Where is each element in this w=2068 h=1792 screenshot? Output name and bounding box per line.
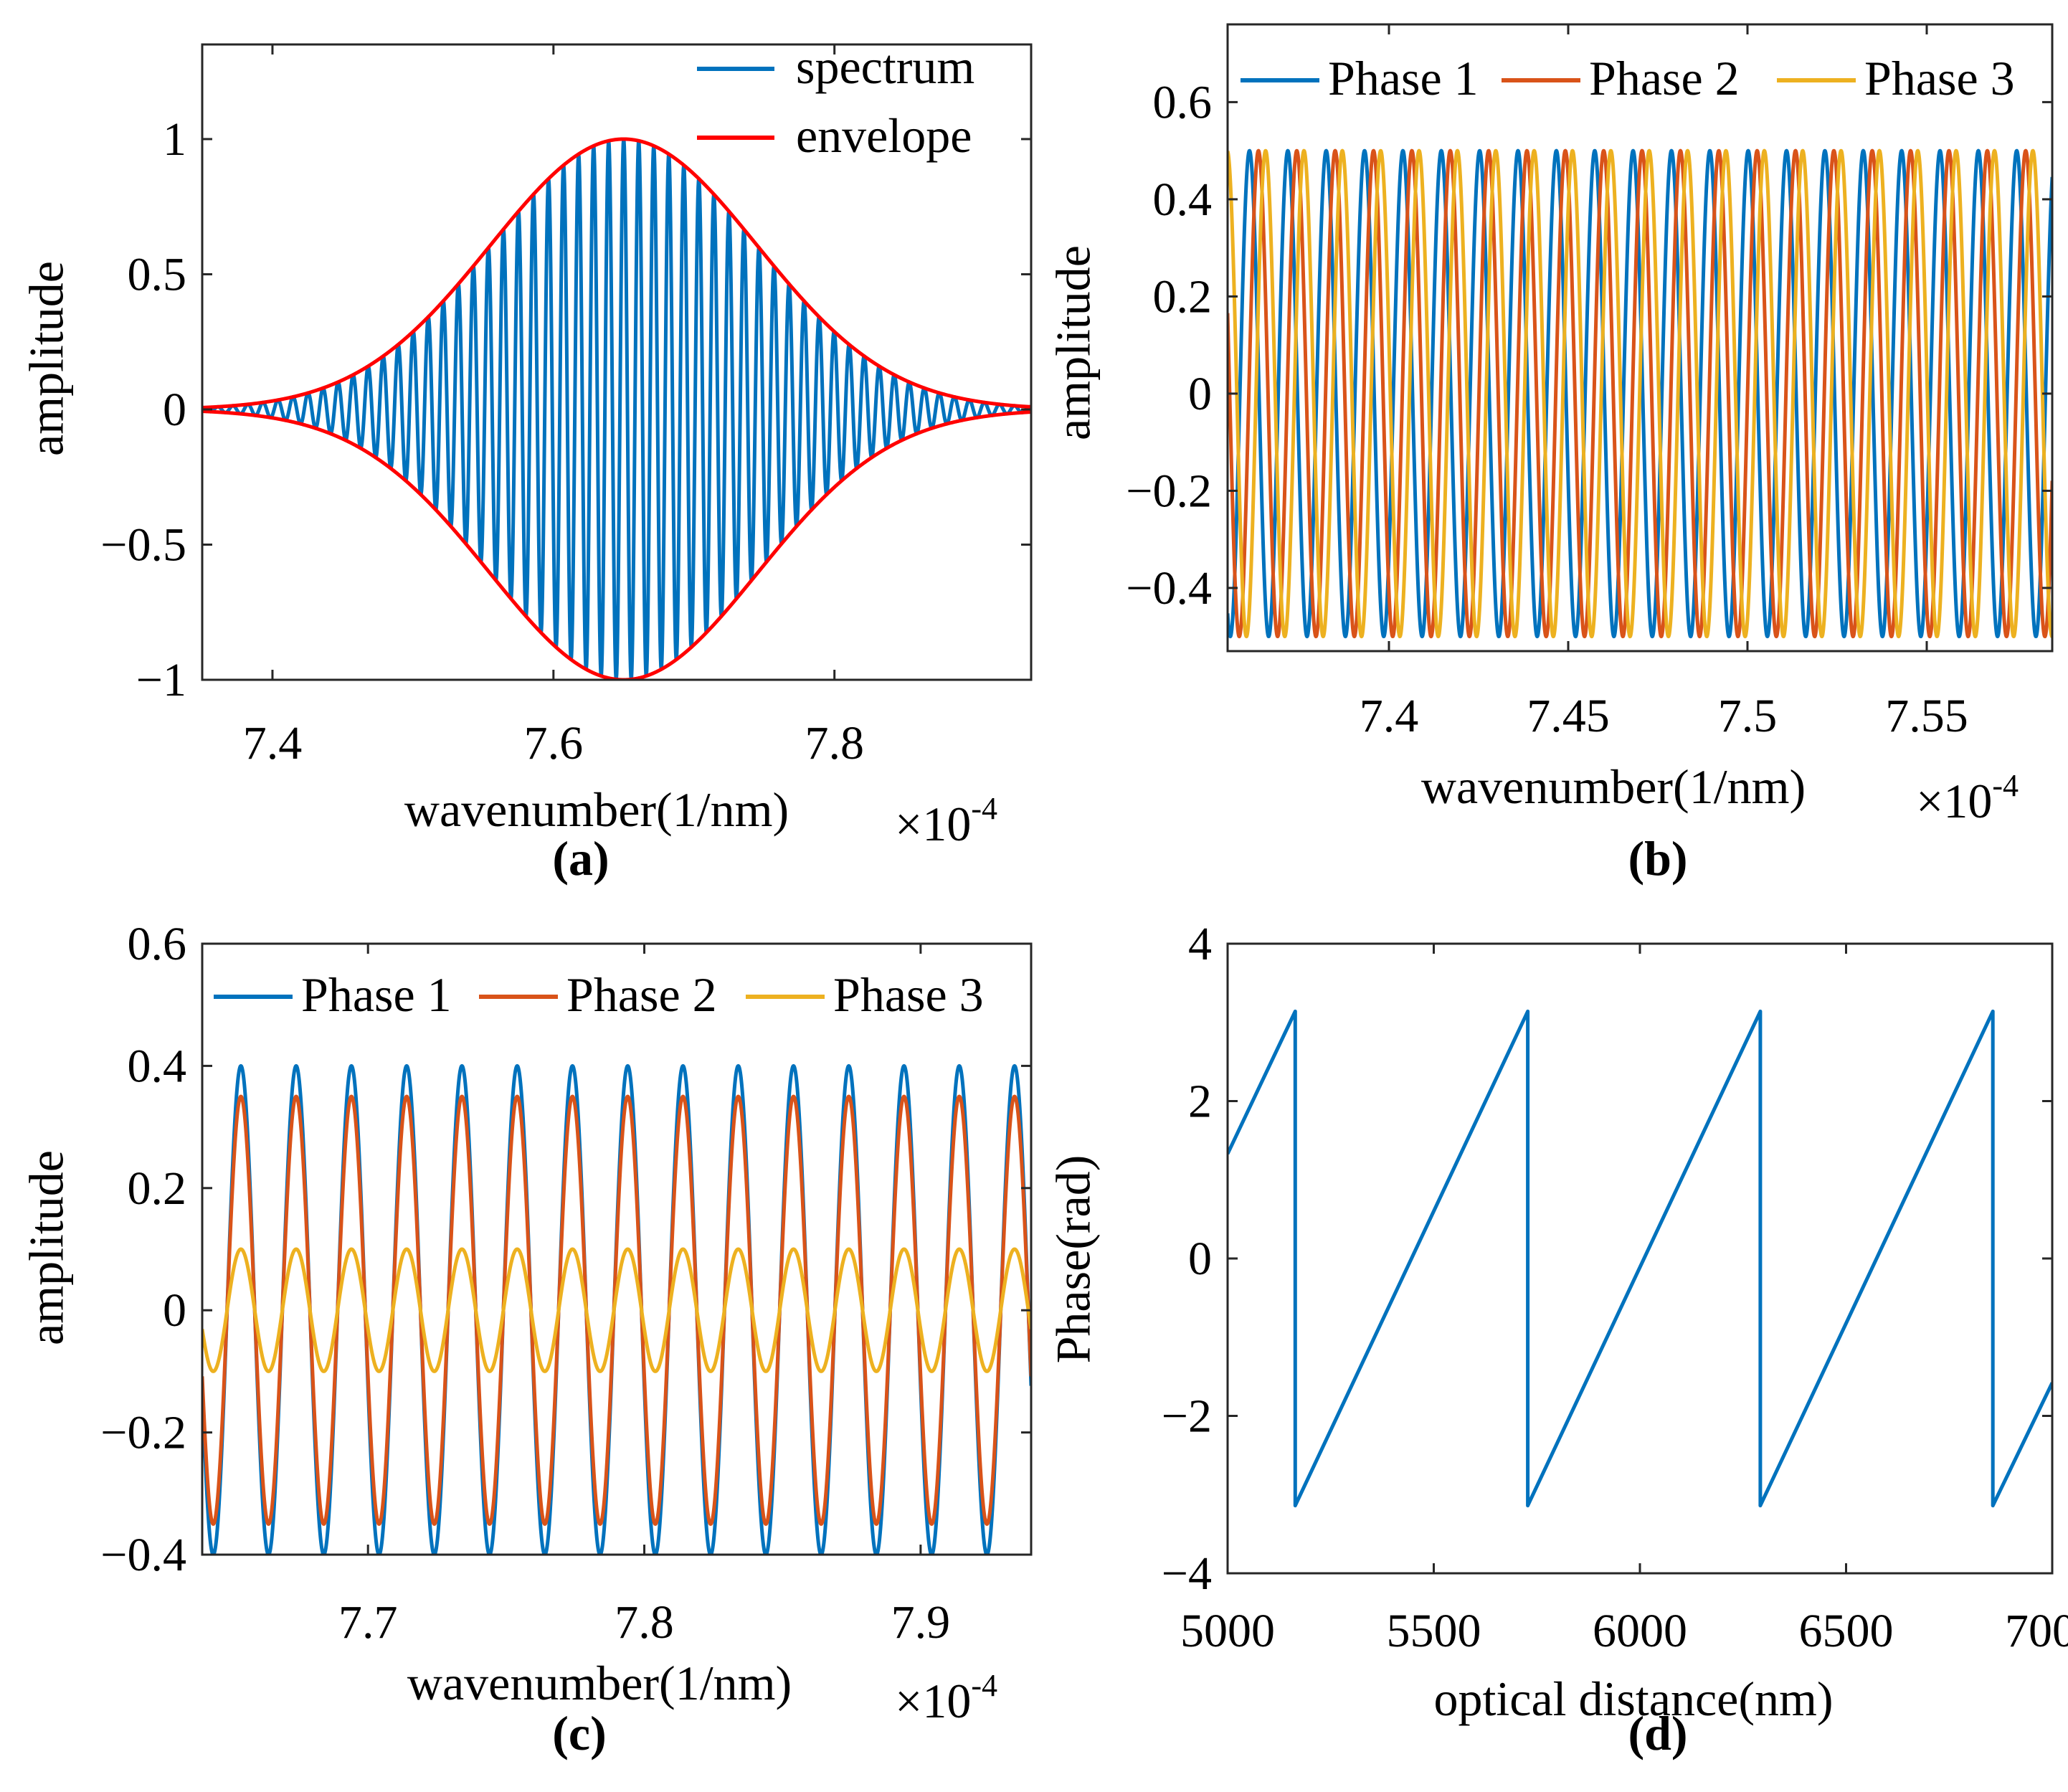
y-tick-label: 0.2	[128, 1162, 187, 1215]
legend-label: Phase 2	[1589, 51, 1740, 105]
y-tick-label: −0.2	[100, 1407, 186, 1459]
panel-caption: (a)	[552, 831, 609, 886]
panel-caption: (c)	[552, 1706, 606, 1760]
x-tick-label: 7.5	[1718, 690, 1778, 742]
y-tick-label: −0.2	[1126, 465, 1212, 517]
legend: Phase 1 Phase 2 Phase 3	[214, 967, 984, 1022]
y-tick-label: −0.4	[100, 1529, 186, 1581]
y-tick-label: 1	[163, 113, 186, 166]
x-tick-label: 6000	[1593, 1605, 1687, 1657]
series-line-wrapped-phase	[1228, 1009, 2052, 1508]
x-tick-label: 6500	[1799, 1605, 1894, 1657]
panel-c: 7.7 7.8 7.9 −0.4 −0.2 0 0.2 0.4 0.6 wavenumber(1/…	[19, 918, 1033, 1760]
x-axis-label: wavenumber(1/nm)	[407, 1656, 792, 1710]
x-axis-label: wavenumber(1/nm)	[1421, 759, 1806, 814]
panel-a: 7.4 7.6 7.8 −1 −0.5 0 0.5 1 wavenumber(1/nm) ampl…	[19, 39, 1033, 886]
x-tick-label: 5000	[1180, 1605, 1275, 1657]
series-line-phase-2	[202, 1094, 1031, 1526]
y-tick-label: 0.6	[128, 918, 187, 970]
multiplier-exponent: -4	[971, 791, 997, 826]
series-group	[202, 1063, 1031, 1555]
y-tick-label: 0	[1188, 368, 1212, 420]
panel-caption: (d)	[1628, 1706, 1687, 1760]
y-tick-label: 0	[163, 1284, 186, 1337]
y-tick-label: 0.4	[128, 1040, 187, 1092]
x-tick-label: 7.8	[805, 717, 864, 769]
x-tick-label: 7.9	[891, 1596, 951, 1649]
series-line-envelope	[202, 137, 1031, 409]
legend-label: Phase 1	[301, 967, 452, 1022]
x-tick-label: 7.45	[1527, 690, 1610, 742]
y-tick-label: −4	[1162, 1547, 1212, 1600]
y-tick-label: −0.4	[1126, 562, 1212, 615]
panel-d: 5000 5500 6000 6500 7000 −4 −2 0 2 4 optical dista…	[1046, 918, 2068, 1760]
multiplier-base: ×10	[895, 1674, 971, 1728]
x-axis-label: optical distance(nm)	[1433, 1672, 1833, 1726]
y-tick-label: 0.2	[1153, 270, 1213, 323]
y-tick-label: 0	[1188, 1233, 1212, 1285]
panel-b: 7.4 7.45 7.5 7.55 −0.4 −0.2 0 0.2 0.4 0.6 wavenumb…	[1046, 23, 2054, 886]
y-axis-label: amplitude	[1046, 245, 1101, 440]
y-axis-label: Phase(rad)	[1046, 1155, 1101, 1364]
legend-label: envelope	[796, 108, 972, 163]
x-axis-label: wavenumber(1/nm)	[404, 782, 789, 837]
legend-label: Phase 3	[1864, 51, 2015, 105]
legend: spectrum envelope	[697, 39, 974, 163]
x-axis-multiplier: ×10-4	[895, 791, 997, 851]
axes-box	[201, 43, 1033, 681]
series-line-spectrum	[202, 137, 1031, 680]
axes-box	[201, 942, 1033, 1556]
y-tick-label: 0.6	[1153, 76, 1213, 128]
multiplier-exponent: -4	[1992, 768, 2019, 803]
multiplier-exponent: -4	[971, 1668, 997, 1703]
y-tick-label: 0.4	[1153, 174, 1213, 226]
x-tick-label: 7.8	[615, 1596, 674, 1649]
series-line-phase-1	[1228, 148, 2052, 639]
series-line-phase-3	[1228, 148, 2052, 639]
series-group	[1228, 1009, 2052, 1508]
series-group	[1228, 148, 2052, 639]
panel-caption: (b)	[1628, 831, 1687, 886]
x-axis-multiplier: ×10-4	[1916, 768, 2019, 828]
y-axis-label: amplitude	[19, 1150, 74, 1345]
y-axis-label: amplitude	[19, 261, 74, 456]
y-tick-label: −1	[136, 654, 186, 706]
y-tick-label: 0	[163, 384, 186, 436]
x-tick-label: 5500	[1387, 1605, 1481, 1657]
x-axis-multiplier: ×10-4	[895, 1668, 997, 1728]
y-tick-label: 2	[1188, 1076, 1212, 1128]
legend-label: Phase 3	[833, 967, 984, 1022]
y-tick-label: −0.5	[100, 518, 186, 571]
axes-box	[1226, 23, 2054, 653]
legend: Phase 1 Phase 2 Phase 3	[1241, 51, 2015, 105]
legend-label: Phase 2	[566, 967, 717, 1022]
y-tick-label: 4	[1188, 918, 1212, 970]
y-tick-label: 0.5	[128, 248, 187, 300]
x-tick-label: 7.4	[243, 717, 303, 769]
legend-label: Phase 1	[1328, 51, 1479, 105]
x-tick-label: 7.4	[1360, 690, 1419, 742]
legend-label: spectrum	[796, 39, 974, 94]
x-tick-label: 7.6	[524, 717, 584, 769]
x-tick-label: 7.55	[1885, 690, 1968, 742]
x-tick-label: 7.7	[338, 1596, 398, 1649]
series-line-phase-3	[202, 1247, 1031, 1373]
y-tick-label: −2	[1162, 1390, 1212, 1443]
multiplier-base: ×10	[1916, 774, 1992, 828]
multiplier-base: ×10	[895, 797, 971, 851]
x-tick-label: 7000	[2005, 1605, 2068, 1657]
